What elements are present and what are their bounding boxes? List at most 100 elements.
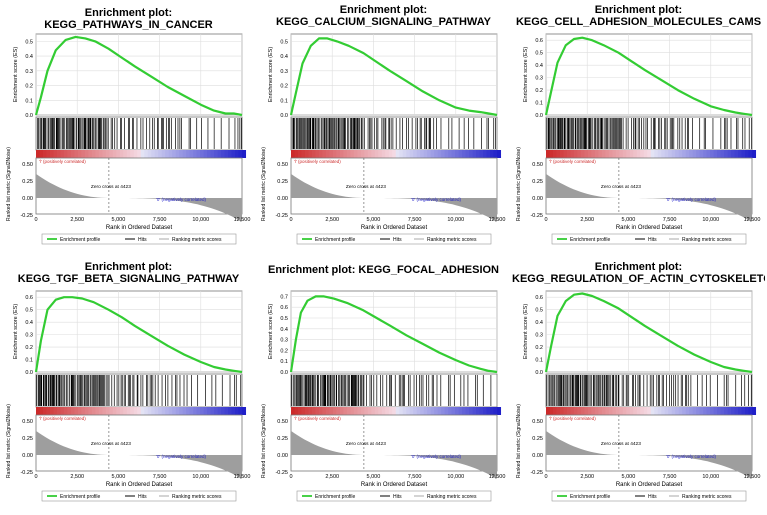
rank-color-segment	[315, 150, 320, 158]
rank-color-segment	[587, 150, 592, 158]
rank-color-segment	[689, 407, 694, 415]
rank-color-segment	[647, 150, 652, 158]
rank-color-segment	[74, 407, 79, 415]
x-tick-label: 5,000	[367, 217, 381, 223]
enrichment-panel-4: Enrichment plot: KEGG_TGF_BETA_SIGNALING_…	[2, 259, 255, 513]
rank-color-segment	[304, 407, 309, 415]
rank-color-segment	[388, 407, 393, 415]
rank-color-segment	[224, 150, 229, 158]
rank-color-segment	[399, 407, 404, 415]
rank-color-segment	[455, 407, 460, 415]
rank-color-segment	[566, 407, 571, 415]
rank-color-segment	[39, 407, 44, 415]
rank-color-segment	[242, 407, 247, 415]
rank-color-segment	[591, 407, 596, 415]
rank-color-segment	[668, 407, 673, 415]
enrichment-panel-5: Enrichment plot: KEGG_FOCAL_ADHESION 0.0 0…	[257, 259, 510, 513]
x-tick-label: 7,500	[663, 474, 677, 480]
rank-color-segment	[322, 407, 327, 415]
rank-color-segment	[332, 407, 337, 415]
rank-color-segment	[182, 150, 187, 158]
rank-color-segment	[179, 150, 184, 158]
rank-color-segment	[168, 150, 173, 158]
legend-box	[296, 233, 492, 245]
ranking-metric-area	[546, 173, 752, 222]
legend-profile-label: Enrichment profile	[60, 494, 101, 500]
rank-color-segment	[189, 150, 194, 158]
rank-color-segment	[696, 150, 701, 158]
legend-ranking-label: Ranking metric scores	[682, 494, 732, 500]
rank-color-segment	[493, 407, 498, 415]
rank-color-segment	[441, 150, 446, 158]
rank-color-segment	[98, 407, 103, 415]
rank-color-segment	[311, 407, 316, 415]
x-tick-label: 0	[544, 217, 547, 223]
metric-y-tick-label: 0.25	[277, 436, 288, 442]
rank-color-segment	[63, 407, 68, 415]
ranking-metric-area	[36, 430, 242, 479]
rank-color-segment	[123, 407, 128, 415]
rank-color-segment	[315, 407, 320, 415]
rank-color-segment	[53, 407, 58, 415]
rank-color-segment	[692, 150, 697, 158]
rank-color-segment	[91, 407, 96, 415]
negative-corr-label: '0' (negatively correlated)	[666, 454, 716, 459]
rank-color-segment	[626, 407, 631, 415]
rank-color-segment	[570, 150, 575, 158]
rank-color-segment	[385, 407, 390, 415]
rank-color-segment	[70, 407, 75, 415]
rank-color-segment	[671, 407, 676, 415]
rank-color-segment	[727, 150, 732, 158]
rank-color-segment	[486, 407, 491, 415]
es-y-tick-label: 0.2	[280, 348, 288, 354]
es-plot-frame	[290, 290, 498, 373]
rank-color-segment	[549, 150, 554, 158]
rank-color-segment	[745, 407, 750, 415]
rank-color-segment	[339, 150, 344, 158]
rank-color-segment	[119, 150, 124, 158]
legend-box	[551, 233, 747, 245]
es-y-tick-label: 0.4	[280, 327, 288, 333]
rank-color-segment	[385, 150, 390, 158]
rank-color-segment	[546, 407, 551, 415]
rank-color-segment	[343, 150, 348, 158]
rank-color-segment	[605, 407, 610, 415]
chart-title: Enrichment plot: KEGG_CELL_ADHESION_MOLEC…	[512, 4, 765, 28]
rank-color-segment	[200, 407, 205, 415]
metric-y-tick-label: -0.25	[530, 213, 543, 219]
legend-box	[41, 233, 237, 245]
rank-color-segment	[678, 407, 683, 415]
rank-color-segment	[752, 407, 757, 415]
rank-color-segment	[217, 150, 222, 158]
rank-color-segment	[598, 407, 603, 415]
rank-color-segment	[311, 150, 316, 158]
chart-title-line1: Enrichment plot: KEGG_PATHWAYS_IN_CANCER	[44, 7, 213, 31]
x-tick-label: 5,000	[367, 474, 381, 480]
rank-color-segment	[580, 150, 585, 158]
rank-color-segment	[329, 407, 334, 415]
es-y-tick-label: 0.2	[535, 88, 543, 94]
rank-color-segment	[158, 407, 163, 415]
rank-color-segment	[752, 150, 757, 158]
rank-color-segment	[381, 407, 386, 415]
metric-y-tick-label: 0.50	[22, 419, 33, 425]
rank-color-segment	[601, 150, 606, 158]
rank-color-segment	[703, 407, 708, 415]
rank-color-segment	[151, 150, 156, 158]
rank-color-segment	[594, 150, 599, 158]
rank-color-segment	[84, 150, 89, 158]
ranking-metric-area	[291, 173, 497, 222]
rank-color-segment	[109, 407, 114, 415]
metric-y-axis-label: Ranked list metric (Signal2Noise)	[6, 404, 12, 478]
rank-color-segment	[116, 407, 121, 415]
es-y-tick-label: 0.1	[280, 359, 288, 365]
es-curve	[34, 35, 243, 117]
rank-color-segment	[63, 150, 68, 158]
legend-hits-label: Hits	[648, 237, 657, 243]
metric-y-tick-label: 0.00	[532, 196, 543, 202]
rank-color-segment	[60, 150, 65, 158]
chart-title: Enrichment plot: KEGG_REGULATION_OF_ACTIN…	[512, 261, 765, 285]
legend-box	[41, 490, 237, 502]
rank-color-segment	[427, 407, 432, 415]
gsea-chart-svg: 0.0 0.1 0.2 0.3 0.4 0.5 0.6 Enrichment score (E…	[516, 33, 760, 245]
